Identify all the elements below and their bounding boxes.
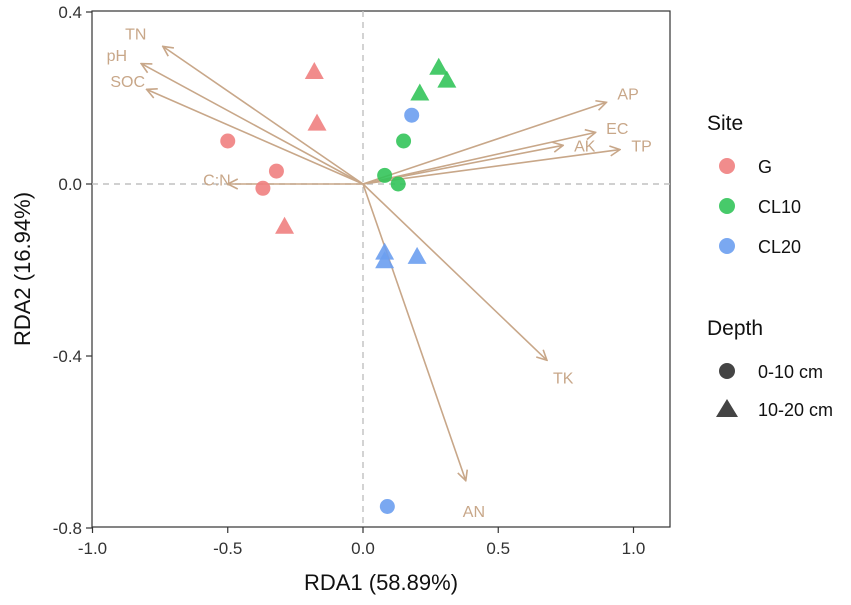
vector-label-tk: TK	[553, 371, 574, 388]
vector-arrow-ph	[141, 64, 364, 185]
y-tick-label: -0.8	[53, 519, 82, 538]
point-cl20-triangle	[407, 246, 427, 264]
point-g-triangle	[275, 216, 295, 234]
x-tick-label: 1.0	[622, 539, 646, 558]
x-tick-label: -0.5	[213, 539, 242, 558]
vector-label-ak: AK	[574, 138, 596, 155]
legend-site-label-g: G	[758, 157, 772, 177]
legend-site-swatch-cl20	[719, 238, 735, 254]
legend-depth-circle-icon	[719, 363, 735, 379]
legend-depth-label: 0-10 cm	[758, 362, 823, 382]
vector-label-ph: pH	[107, 48, 127, 65]
legend-site-label-cl10: CL10	[758, 197, 801, 217]
point-g-circle	[220, 133, 236, 149]
legend-depth-title: Depth	[707, 317, 763, 340]
vector-label-soc: SOC	[110, 74, 145, 91]
vector-arrow-an	[362, 183, 466, 481]
point-cl10-circle	[396, 133, 412, 149]
plot-panel	[91, 10, 671, 528]
vector-arrow-tp	[362, 150, 620, 185]
y-tick-label: 0.0	[58, 175, 82, 194]
vector-label-an: AN	[463, 504, 485, 521]
x-tick-label: 0.5	[486, 539, 510, 558]
point-cl10-circle	[390, 176, 406, 192]
point-g-circle	[255, 180, 271, 196]
vector-label-tn: TN	[125, 27, 146, 44]
vector-label-tp: TP	[631, 138, 651, 155]
y-tick-label: -0.4	[53, 347, 82, 366]
point-g-circle	[268, 163, 284, 179]
point-cl20-circle	[404, 107, 420, 123]
point-cl10-triangle	[437, 70, 457, 88]
point-cl20-triangle	[375, 242, 395, 260]
point-cl10-circle	[377, 167, 393, 183]
x-tick-label: -1.0	[78, 539, 107, 558]
vector-label-ap: AP	[617, 87, 638, 104]
y-tick-label: 0.4	[58, 3, 82, 22]
vector-arrow-tk	[362, 183, 547, 360]
point-cl20-triangle	[375, 251, 395, 269]
vector-arrow-ap	[362, 102, 606, 185]
vector-label-cn: C:N	[203, 173, 231, 190]
point-cl10-triangle	[429, 57, 449, 75]
vector-arrow-soc	[147, 89, 364, 185]
vector-arrow-tn	[163, 46, 364, 185]
point-g-triangle	[304, 62, 324, 79]
legend-depth-label: 10-20 cm	[758, 400, 833, 420]
legend-site-label-cl20: CL20	[758, 237, 801, 257]
x-tick-label: 0.0	[351, 539, 375, 558]
legend-depth-triangle-icon	[716, 399, 738, 417]
point-g-triangle	[307, 113, 327, 131]
x-axis-title: RDA1 (58.89%)	[304, 570, 458, 595]
point-cl20-circle	[379, 499, 395, 514]
point-cl10-triangle	[410, 83, 430, 101]
legend: Site Depth G CL10 CL20 0-10 cm 10-20 cm	[707, 112, 833, 420]
legend-site-title: Site	[707, 112, 743, 135]
y-axis-title: RDA2 (16.94%)	[10, 192, 35, 346]
vector-arrow-ec	[362, 132, 596, 185]
vector-label-ec: EC	[606, 121, 628, 138]
legend-site-swatch-g	[719, 158, 735, 174]
legend-site-swatch-cl10	[719, 198, 735, 214]
